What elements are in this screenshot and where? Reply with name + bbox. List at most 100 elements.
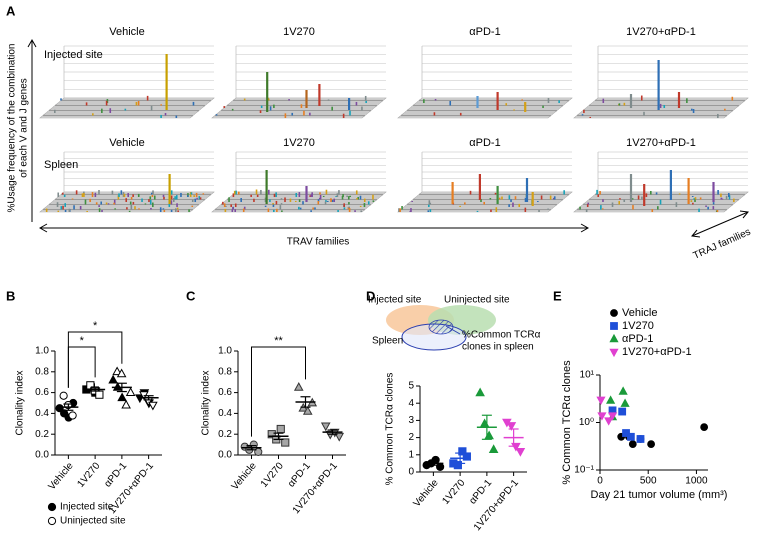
panel-label: D [366,288,375,303]
facet-title: 1V270+αPD-1 [626,26,696,38]
venn-pointer [445,325,461,335]
y-tick-label: 1.0 [35,346,49,357]
legend-label: Uninjected site [60,516,126,527]
y-tick-label: 5 [408,381,414,392]
y-tick-label: 0.4 [35,408,49,419]
data-point [609,333,619,343]
data-point [596,396,606,405]
data-point [436,462,445,471]
y-tick-label: 0.0 [35,450,49,461]
data-point [607,412,618,421]
data-point [618,386,628,395]
data-point [281,438,290,447]
y-tick-label: 0 [408,467,414,478]
venn-overlap [428,319,454,335]
data-point [112,366,122,376]
y-axis-title: % Common TCRα clones [385,373,396,486]
significance-label: * [80,335,85,347]
facet-title: Vehicle [109,137,144,149]
y-tick-label: 0.6 [218,387,232,398]
y-axis-title: Clonality index [15,370,26,435]
x-axis-title: TRAV families [287,237,350,248]
data-point [334,432,345,442]
data-point [117,392,127,402]
y-tick-label: 0.0 [218,450,232,461]
facet-title: αPD-1 [469,26,500,38]
data-point [610,322,618,330]
data-point [121,399,131,409]
data-point [125,387,136,396]
data-point [506,422,517,431]
data-point [610,309,618,317]
data-point [302,405,313,415]
data-point [618,407,627,416]
significance-bracket [67,331,123,388]
panel-label: B [6,288,15,303]
data-point [636,435,645,443]
data-point [68,411,77,420]
y-axis-title: Clonality index [201,370,212,435]
panel-label: E [553,288,562,303]
y-tick-label: 10⁻¹ [574,465,594,476]
facet-title: 1V270 [283,26,315,38]
data-point [320,422,331,432]
data-point [462,452,471,461]
y-tick-label: 0.6 [35,387,49,398]
data-point [647,440,656,449]
inset-label: Uninjected site [444,295,510,306]
panel-label: A [6,3,16,18]
significance-bracket [251,346,306,437]
legend-label: Vehicle [622,307,657,319]
axis-arrow [691,211,749,237]
significance-label: ** [274,335,283,347]
arrow-head [580,223,590,233]
arrow-head [691,229,701,238]
data-point [488,444,499,454]
inset-label: Spleen [372,336,403,347]
y-tick-label: 4 [408,398,414,409]
x-axis-title: Day 21 tumor volume (mm³) [591,489,728,501]
y-tick-label: 0.2 [35,429,49,440]
data-point [55,404,64,413]
x-tick-label: 0 [597,476,603,487]
data-point [108,374,118,384]
data-point [267,430,276,439]
significance-label: * [93,320,98,332]
data-point [293,382,304,391]
legend-label: αPD-1 [622,333,653,345]
y-tick-label: 0.8 [218,366,232,377]
y-axis-title: of each V and J genes [19,78,30,178]
data-point [47,502,57,512]
data-point [59,391,68,400]
data-point [515,447,526,457]
data-point [597,412,607,421]
y-axis-title: %Usage frequency of the combination [7,44,18,213]
arrow-head [739,210,749,219]
data-point [95,390,104,399]
y-tick-label: 10¹ [580,370,595,381]
legend-label: 1V270+αPD-1 [622,346,692,358]
y-tick-label: 1.0 [218,346,232,357]
legend-label: 1V270 [622,320,654,332]
data-point [604,417,614,426]
facet-title: 1V270 [283,137,315,149]
y-tick-label: 10⁰ [579,417,594,428]
inset-label: %Common TCRα [462,330,541,341]
x-tick-label: 1000 [685,476,708,487]
arrow-head [27,38,37,48]
facet-title: 1V270+αPD-1 [626,137,696,149]
inset-label: clones in spleen [462,342,534,353]
y-tick-label: 3 [408,415,414,426]
arrow-head [38,223,48,233]
data-point [626,432,635,441]
panel-label: C [186,288,196,303]
row-label: Injected site [44,49,103,61]
data-point [628,440,637,449]
y-tick-label: 1 [408,449,414,460]
data-point [47,516,57,526]
facet-title: αPD-1 [469,137,500,149]
data-point [453,461,462,470]
facet-title: Vehicle [109,26,144,38]
